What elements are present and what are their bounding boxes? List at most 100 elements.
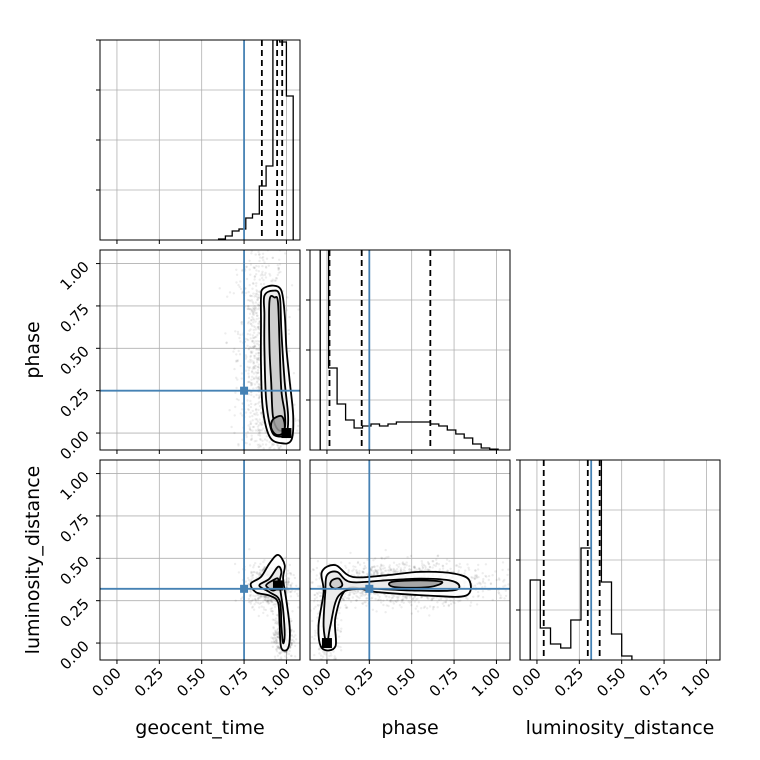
scatter-point	[235, 359, 238, 362]
scatter-point	[362, 570, 365, 574]
scatter-point	[333, 657, 336, 660]
scatter-point	[257, 596, 261, 599]
scatter-point	[246, 399, 249, 402]
scatter-point	[233, 562, 237, 566]
scatter-point	[410, 568, 413, 572]
scatter-point	[428, 614, 431, 617]
scatter-point	[262, 282, 266, 286]
scatter-point	[262, 447, 265, 450]
scatter-point	[251, 605, 254, 608]
scatter-point	[446, 569, 449, 572]
scatter-point	[258, 326, 261, 329]
scatter-point	[296, 429, 299, 432]
scatter-point	[258, 395, 262, 399]
scatter-point	[293, 590, 296, 593]
scatter-point	[266, 465, 268, 467]
scatter-point	[315, 578, 318, 581]
scatter-point	[318, 652, 321, 655]
scatter-point	[382, 571, 385, 574]
scatter-point	[379, 567, 382, 571]
scatter-point	[317, 648, 321, 651]
scatter-point	[317, 591, 321, 594]
scatter-point	[247, 360, 250, 363]
scatter-point	[250, 323, 253, 326]
histogram-geocent_time	[217, 40, 294, 240]
scatter-point	[283, 651, 286, 654]
scatter-point	[447, 603, 450, 607]
scatter-point	[361, 602, 364, 605]
scatter-point	[252, 570, 255, 574]
scatter-point	[339, 645, 342, 649]
scatter-point	[247, 307, 250, 311]
scatter-point	[254, 598, 257, 601]
x-tick-label: 0.00	[508, 664, 544, 700]
scatter-point	[319, 600, 322, 603]
scatter-point	[395, 600, 398, 603]
scatter-point	[332, 650, 335, 653]
scatter-point	[387, 569, 390, 572]
scatter-point	[306, 581, 308, 583]
scatter-point	[255, 375, 258, 378]
scatter-point	[504, 594, 508, 598]
scatter-point	[380, 601, 383, 604]
scatter-point	[475, 574, 478, 577]
scatter-point	[259, 245, 261, 247]
scatter-point	[255, 352, 258, 355]
scatter-point	[424, 566, 427, 569]
scatter-point	[287, 581, 290, 585]
scatter-point	[442, 604, 446, 608]
scatter-point	[235, 386, 238, 390]
scatter-point	[388, 569, 391, 572]
scatter-point	[284, 580, 288, 584]
scatter-point	[344, 566, 348, 569]
scatter-point	[403, 563, 407, 566]
scatter-point	[362, 561, 366, 565]
scatter-point	[261, 600, 265, 604]
scatter-point	[240, 320, 244, 324]
scatter-point	[247, 404, 250, 407]
scatter-point	[270, 455, 272, 457]
scatter-point	[233, 347, 236, 350]
scatter-point	[252, 292, 255, 295]
scatter-point	[261, 595, 264, 598]
scatter-point	[271, 645, 274, 648]
scatter-point	[323, 661, 325, 663]
scatter-point	[253, 335, 257, 339]
scatter-point	[252, 564, 256, 567]
scatter-point	[257, 598, 260, 601]
scatter-point	[262, 278, 265, 282]
scatter-point	[261, 443, 264, 446]
scatter-point	[335, 662, 337, 664]
scatter-point	[247, 366, 251, 370]
scatter-point	[290, 643, 293, 646]
scatter-point	[495, 578, 498, 582]
scatter-point	[254, 413, 257, 416]
axes-frame	[99, 459, 301, 661]
histogram-luminosity_distance	[529, 460, 633, 660]
scatter-point	[398, 604, 402, 607]
scatter-point	[417, 601, 420, 604]
scatter-point	[337, 629, 340, 632]
scatter-point	[481, 572, 484, 575]
scatter-point	[339, 630, 343, 633]
scatter-point	[328, 664, 330, 666]
scatter-point	[372, 572, 376, 575]
scatter-point	[287, 578, 290, 581]
scatter-point	[340, 627, 343, 630]
scatter-point	[354, 606, 357, 609]
scatter-point	[248, 299, 251, 302]
scatter-point	[393, 594, 396, 598]
scatter-point	[255, 576, 258, 579]
scatter-point	[265, 257, 269, 260]
scatter-point	[394, 570, 397, 573]
scatter-point	[473, 577, 477, 581]
scatter-point	[292, 635, 296, 639]
scatter-point	[239, 280, 242, 283]
scatter-point	[389, 568, 393, 571]
scatter-point	[237, 442, 240, 446]
scatter-point	[279, 651, 282, 654]
scatter-point	[269, 453, 271, 455]
scatter-point	[420, 560, 423, 563]
scatter-point	[257, 614, 260, 618]
scatter-point	[228, 291, 232, 294]
